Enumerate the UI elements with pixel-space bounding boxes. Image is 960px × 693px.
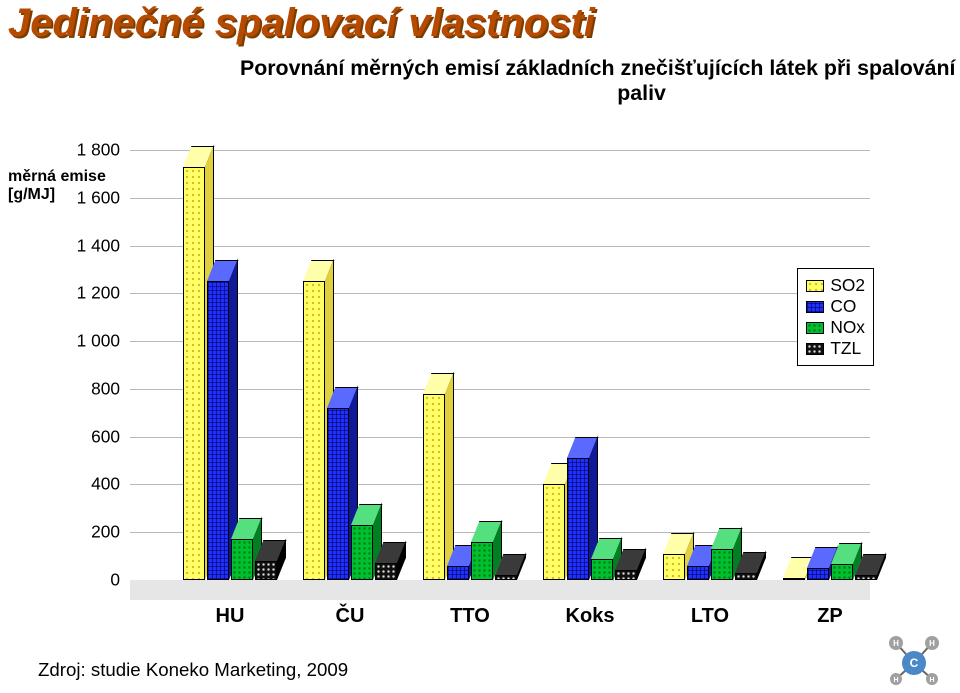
bar-front — [663, 554, 685, 580]
slide-title: Jedinečné spalovací vlastnosti Jedinečné… — [8, 2, 595, 44]
legend-item-NOx: NOx — [806, 317, 865, 338]
molecule-c-label: C — [910, 656, 919, 670]
y-tick-label: 0 — [110, 570, 120, 591]
y-tick-label: 600 — [91, 426, 120, 447]
bars-layer — [130, 150, 870, 600]
y-tick-label: 200 — [91, 522, 120, 543]
slide: Jedinečné spalovací vlastnosti Jedinečné… — [0, 0, 960, 693]
legend-label: TZL — [830, 338, 861, 359]
legend-item-CO: CO — [806, 296, 865, 317]
bar-front — [735, 573, 757, 580]
x-tick-label: Koks — [566, 605, 615, 628]
legend-label: NOx — [830, 317, 865, 338]
y-tick-label: 1 600 — [77, 187, 120, 208]
bar-front — [495, 575, 517, 580]
y-axis-title-line-1: měrná emise — [8, 168, 106, 186]
bar-front — [831, 564, 853, 580]
slide-subtitle: Porovnání měrných emisí základních zneči… — [240, 56, 960, 106]
bar-front — [207, 281, 229, 580]
bar-front — [615, 570, 637, 580]
bar-front — [183, 167, 205, 580]
source-citation: Zdroj: studie Koneko Marketing, 2009 — [38, 659, 348, 681]
legend-swatch — [806, 322, 824, 334]
y-tick-label: 1 800 — [77, 140, 120, 161]
legend-label: CO — [830, 296, 856, 317]
legend-swatch — [806, 280, 824, 292]
bar-front — [255, 561, 277, 580]
legend-item-TZL: TZL — [806, 338, 865, 359]
svg-text:H: H — [893, 639, 899, 648]
legend: SO2CONOxTZL — [797, 268, 874, 366]
y-tick-label: 1 200 — [77, 283, 120, 304]
bar-front — [567, 458, 589, 580]
molecule-icon: C H H H H — [886, 633, 942, 685]
bar-front — [591, 559, 613, 581]
y-tick-label: 1 000 — [77, 331, 120, 352]
legend-swatch — [806, 301, 824, 313]
svg-text:H: H — [929, 677, 934, 684]
subtitle-line-2: paliv — [240, 81, 960, 106]
y-tick-label: 1 400 — [77, 235, 120, 256]
y-tick-label: 800 — [91, 378, 120, 399]
legend-swatch — [806, 343, 824, 355]
svg-text:H: H — [929, 639, 935, 648]
bar-chart: HUČUTTOKoksLTOZP SO2CONOxTZL 02004006008… — [130, 150, 870, 600]
bar-front — [423, 394, 445, 580]
x-tick-label: ČU — [336, 605, 365, 628]
bar-front — [231, 539, 253, 580]
bar-front — [375, 563, 397, 580]
y-tick-label: 400 — [91, 474, 120, 495]
bar-front — [447, 566, 469, 580]
bar-front — [303, 281, 325, 580]
bar-front — [855, 575, 877, 580]
subtitle-line-1: Porovnání měrných emisí základních zneči… — [240, 56, 960, 81]
x-tick-label: HU — [216, 605, 245, 628]
x-tick-label: LTO — [691, 605, 729, 628]
x-tick-label: ZP — [817, 605, 843, 628]
bar-front — [543, 484, 565, 580]
bar-front — [711, 549, 733, 580]
svg-text:H: H — [893, 677, 898, 684]
x-tick-label: TTO — [450, 605, 490, 628]
bar-front — [327, 408, 349, 580]
slide-title-front: Jedinečné spalovací vlastnosti — [8, 1, 595, 45]
legend-label: SO2 — [830, 275, 865, 296]
bar-front — [687, 566, 709, 580]
bar-front — [471, 542, 493, 580]
bar-front — [807, 568, 829, 580]
bar-front — [351, 525, 373, 580]
legend-item-SO2: SO2 — [806, 275, 865, 296]
